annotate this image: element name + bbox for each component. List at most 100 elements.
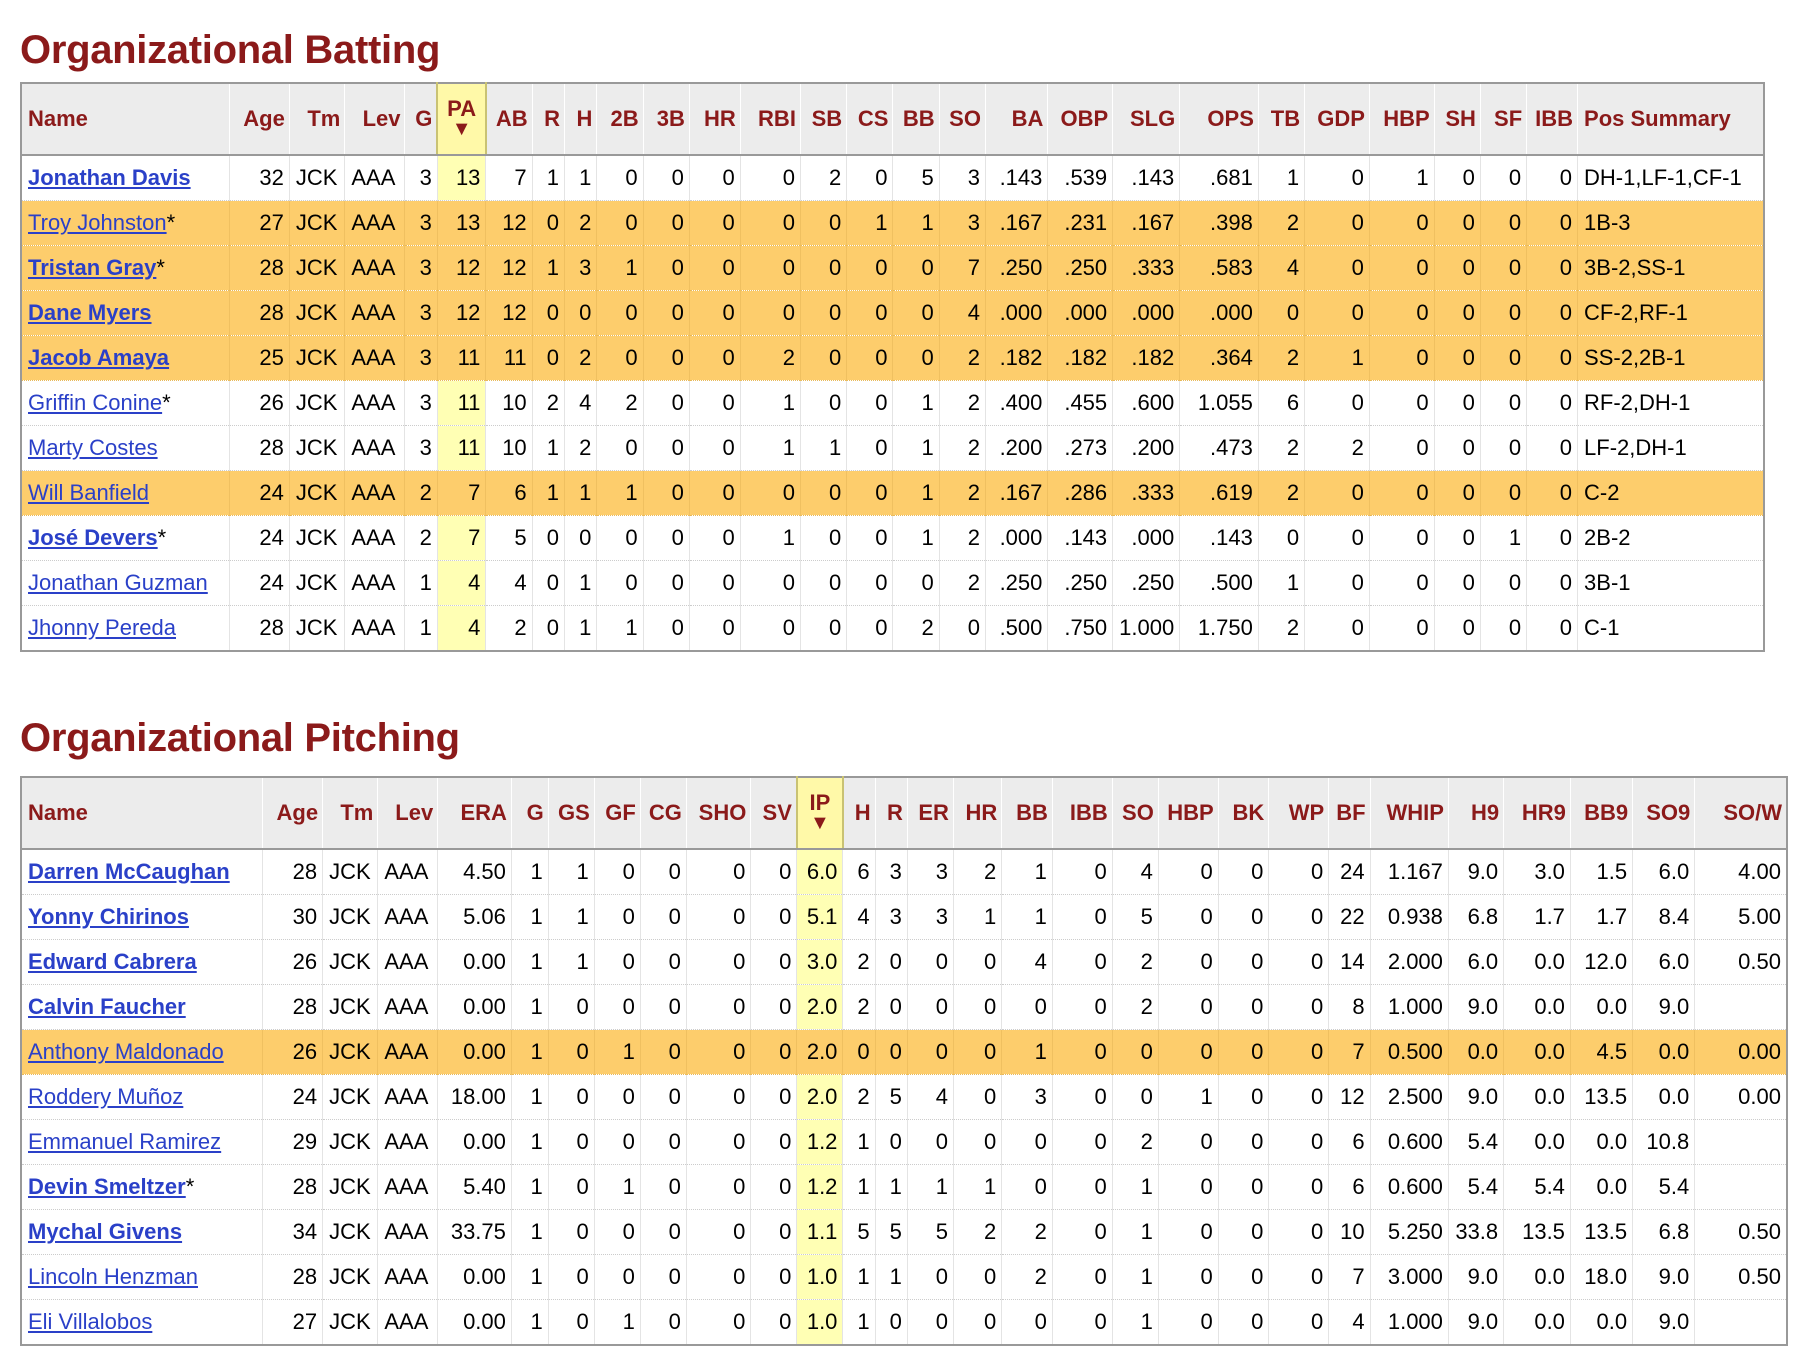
batting-header-name[interactable]: Name xyxy=(21,83,230,156)
pitching-header-ip[interactable]: IP ▼ xyxy=(795,777,844,850)
pitching-header-bb9[interactable]: BB9 xyxy=(1570,777,1634,850)
batting-header-2b[interactable]: 2B xyxy=(596,83,644,156)
pitching-header-wp[interactable]: WP xyxy=(1268,777,1330,850)
player-link[interactable]: Will Banfield xyxy=(28,480,150,505)
stat-tm[interactable]: JCK xyxy=(289,605,346,652)
player-link[interactable]: Dane Myers xyxy=(28,300,152,325)
batting-header-tb[interactable]: TB xyxy=(1258,83,1306,156)
batting-header-ab[interactable]: AB xyxy=(485,83,533,156)
batting-header-gdp[interactable]: GDP xyxy=(1304,83,1370,156)
stat-tm[interactable]: JCK xyxy=(289,335,346,381)
player-link[interactable]: Roddery Muñoz xyxy=(28,1084,184,1109)
stat-tm[interactable]: JCK xyxy=(289,155,346,201)
batting-header-h[interactable]: H xyxy=(564,83,598,156)
stat-tm[interactable]: JCK xyxy=(289,515,346,561)
pitching-header-h[interactable]: H xyxy=(842,777,876,850)
stat-tm[interactable]: JCK xyxy=(289,200,346,246)
pitching-header-era[interactable]: ERA xyxy=(437,777,512,850)
player-link[interactable]: Mychal Givens xyxy=(28,1219,183,1244)
batting-header-lev[interactable]: Lev xyxy=(344,83,406,156)
pitching-header-gs[interactable]: GS xyxy=(548,777,595,850)
batting-header-sh[interactable]: SH xyxy=(1434,83,1481,156)
pitching-header-so[interactable]: SO xyxy=(1112,777,1159,850)
pitching-header-whip[interactable]: WHIP xyxy=(1370,777,1449,850)
pitching-header-tm[interactable]: Tm xyxy=(322,777,379,850)
pitching-header-hr[interactable]: HR xyxy=(953,777,1003,850)
player-link[interactable]: Tristan Gray xyxy=(28,255,157,280)
pitching-header-hbp[interactable]: HBP xyxy=(1158,777,1219,850)
stat-tm[interactable]: JCK xyxy=(289,380,346,426)
player-link[interactable]: Devin Smeltzer xyxy=(28,1174,186,1199)
stat-tm[interactable]: JCK xyxy=(322,1209,379,1255)
pitching-header-so-w[interactable]: SO/W xyxy=(1694,777,1788,850)
pitching-header-gf[interactable]: GF xyxy=(594,777,641,850)
player-link[interactable]: Jhonny Pereda xyxy=(28,615,176,640)
batting-header-ba[interactable]: BA xyxy=(985,83,1049,156)
batting-header-rbi[interactable]: RBI xyxy=(740,83,801,156)
player-link[interactable]: Jacob Amaya xyxy=(28,345,170,370)
stat-tm[interactable]: JCK xyxy=(322,1119,379,1165)
player-link[interactable]: Lincoln Henzman xyxy=(28,1264,198,1289)
pitching-header-bk[interactable]: BK xyxy=(1218,777,1270,850)
batting-header-g[interactable]: G xyxy=(404,83,438,156)
player-link[interactable]: Jonathan Davis xyxy=(28,165,191,190)
stat-tm[interactable]: JCK xyxy=(322,984,379,1030)
batting-header-tm[interactable]: Tm xyxy=(289,83,346,156)
pitching-header-ibb[interactable]: IBB xyxy=(1052,777,1113,850)
stat-tm[interactable]: JCK xyxy=(322,849,379,895)
batting-header-hr[interactable]: HR xyxy=(689,83,741,156)
player-link[interactable]: Eli Villalobos xyxy=(28,1309,153,1334)
batting-header-bb[interactable]: BB xyxy=(892,83,940,156)
player-link[interactable]: Jonathan Guzman xyxy=(28,570,208,595)
player-link[interactable]: Marty Costes xyxy=(28,435,158,460)
player-link[interactable]: Edward Cabrera xyxy=(28,949,197,974)
stat-tm[interactable]: JCK xyxy=(322,1254,379,1300)
batting-header-cs[interactable]: CS xyxy=(846,83,894,156)
pitching-header-h9[interactable]: H9 xyxy=(1448,777,1505,850)
stat-tm[interactable]: JCK xyxy=(322,1299,379,1346)
stat-tm[interactable]: JCK xyxy=(289,425,346,471)
batting-header-so[interactable]: SO xyxy=(939,83,986,156)
pitching-header-er[interactable]: ER xyxy=(907,777,954,850)
batting-header-sb[interactable]: SB xyxy=(800,83,848,156)
pitching-header-so9[interactable]: SO9 xyxy=(1632,777,1696,850)
player-link[interactable]: José Devers xyxy=(28,525,158,550)
pitching-header-bb[interactable]: BB xyxy=(1001,777,1053,850)
batting-header-ops[interactable]: OPS xyxy=(1179,83,1259,156)
pitching-header-sv[interactable]: SV xyxy=(750,777,798,850)
batting-header-ibb[interactable]: IBB xyxy=(1526,83,1579,156)
batting-header-age[interactable]: Age xyxy=(229,83,290,156)
stat-tm[interactable]: JCK xyxy=(289,470,346,516)
stat-tm[interactable]: JCK xyxy=(322,939,379,985)
stat-tm[interactable]: JCK xyxy=(322,894,379,940)
batting-header-r[interactable]: R xyxy=(532,83,566,156)
pitching-header-r[interactable]: R xyxy=(875,777,908,850)
pitching-header-g[interactable]: G xyxy=(511,777,549,850)
pitching-header-age[interactable]: Age xyxy=(262,777,324,850)
player-link[interactable]: Yonny Chirinos xyxy=(28,904,189,929)
batting-header-3b[interactable]: 3B xyxy=(643,83,690,156)
batting-header-sf[interactable]: SF xyxy=(1480,83,1528,156)
player-link[interactable]: Troy Johnston xyxy=(28,210,167,235)
player-link[interactable]: Calvin Faucher xyxy=(28,994,186,1019)
batting-header-pa[interactable]: PA ▼ xyxy=(436,83,487,156)
player-link[interactable]: Anthony Maldonado xyxy=(28,1039,224,1064)
stat-tm[interactable]: JCK xyxy=(289,290,346,336)
pitching-header-sho[interactable]: SHO xyxy=(686,777,752,850)
pitching-header-hr9[interactable]: HR9 xyxy=(1503,777,1571,850)
pitching-header-name[interactable]: Name xyxy=(21,777,264,850)
stat-tm[interactable]: JCK xyxy=(289,560,346,606)
stat-tm[interactable]: JCK xyxy=(322,1074,379,1120)
pitching-header-bf[interactable]: BF xyxy=(1328,777,1371,850)
pitching-header-lev[interactable]: Lev xyxy=(377,777,439,850)
pitching-header-cg[interactable]: CG xyxy=(640,777,687,850)
player-link[interactable]: Griffin Conine xyxy=(28,390,163,415)
batting-header-hbp[interactable]: HBP xyxy=(1369,83,1435,156)
stat-tm[interactable]: JCK xyxy=(322,1164,379,1210)
batting-header-pos-summary[interactable]: Pos Summary xyxy=(1577,83,1765,156)
player-link[interactable]: Darren McCaughan xyxy=(28,859,230,884)
player-link[interactable]: Emmanuel Ramirez xyxy=(28,1129,222,1154)
stat-tm[interactable]: JCK xyxy=(322,1029,379,1075)
batting-header-obp[interactable]: OBP xyxy=(1047,83,1114,156)
stat-tm[interactable]: JCK xyxy=(289,245,346,291)
